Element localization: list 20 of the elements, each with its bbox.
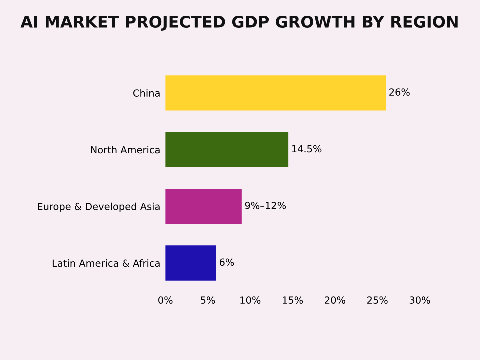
data-label: 26% [390, 88, 410, 96]
y-tick-label: China [134, 89, 160, 97]
y-tick-label: North America [91, 146, 160, 154]
data-label: 6% [220, 258, 234, 266]
data-label: 9%–12% [245, 202, 286, 210]
bar [166, 188, 242, 224]
x-tick-label: 20% [325, 296, 346, 304]
x-tick-label: 0% [158, 296, 173, 304]
bar [166, 246, 216, 281]
bar [166, 76, 386, 111]
chart-title: AI MARKET PROJECTED GDP GROWTH BY REGION [20, 16, 458, 32]
x-tick-label: 15% [283, 296, 304, 304]
x-tick-label: 25% [368, 296, 388, 304]
y-tick-label: Latin America & Africa [52, 260, 160, 268]
x-tick-label: 10% [240, 296, 261, 304]
x-tick-label: 5% [201, 296, 216, 304]
data-label: 14.5% [292, 145, 322, 153]
y-tick-label: Europe & Developed Asia [38, 202, 160, 212]
x-tick-label: 30% [410, 296, 430, 304]
bar [166, 132, 289, 168]
